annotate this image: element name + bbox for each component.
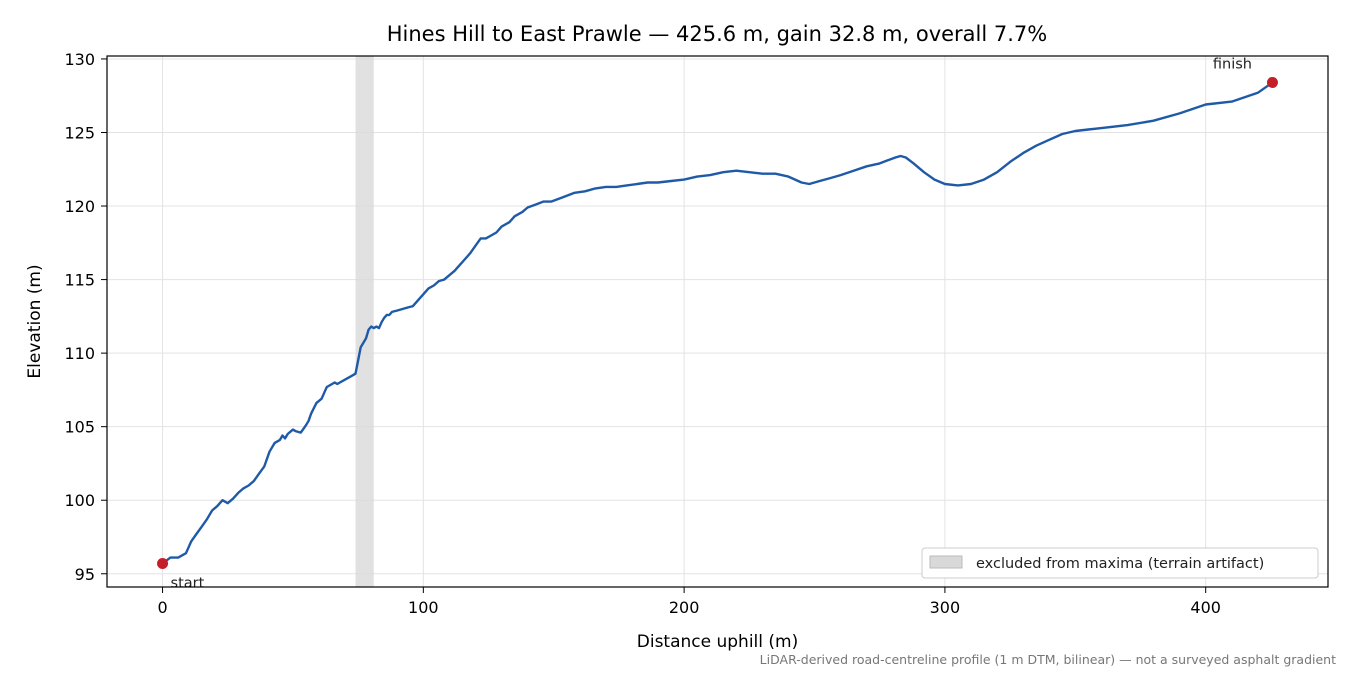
legend-swatch [929,555,963,569]
elevation-line [161,81,1274,565]
legend-box [921,547,1319,579]
grid-lines [107,56,1328,587]
x-axis-label: Distance uphill (m) [637,632,798,652]
y-tick-label: 125 [64,123,95,142]
chart-title: Hines Hill to East Prawle — 425.6 m, gai… [387,22,1048,46]
x-tick-label: 400 [1190,598,1221,617]
plot-frame [106,55,1329,588]
start-marker [157,557,169,569]
x-axis-ticks: 0 100 200 300 400 [157,587,1221,617]
y-tick-label: 100 [64,491,95,510]
start-annotation: start [171,575,205,591]
finish-marker [1266,76,1278,88]
y-tick-label: 120 [64,197,95,216]
footnote: LiDAR-derived road-centreline profile (1… [760,652,1336,667]
excluded-band [355,56,374,587]
finish-annotation: finish [1213,56,1252,72]
y-tick-label: 115 [64,271,95,290]
y-axis-label: Elevation (m) [25,264,45,378]
y-axis-ticks: 95 100 105 110 115 120 125 130 [64,50,107,584]
y-tick-label: 95 [75,565,95,584]
y-tick-label: 105 [64,418,95,437]
legend-entry-label: excluded from maxima (terrain artifact) [976,556,1264,572]
x-tick-label: 0 [157,598,167,617]
x-tick-label: 100 [408,598,439,617]
x-tick-label: 200 [669,598,700,617]
y-tick-label: 130 [64,50,95,69]
y-tick-label: 110 [64,344,95,363]
legend: excluded from maxima (terrain artifact) [921,547,1319,579]
x-tick-label: 300 [930,598,961,617]
